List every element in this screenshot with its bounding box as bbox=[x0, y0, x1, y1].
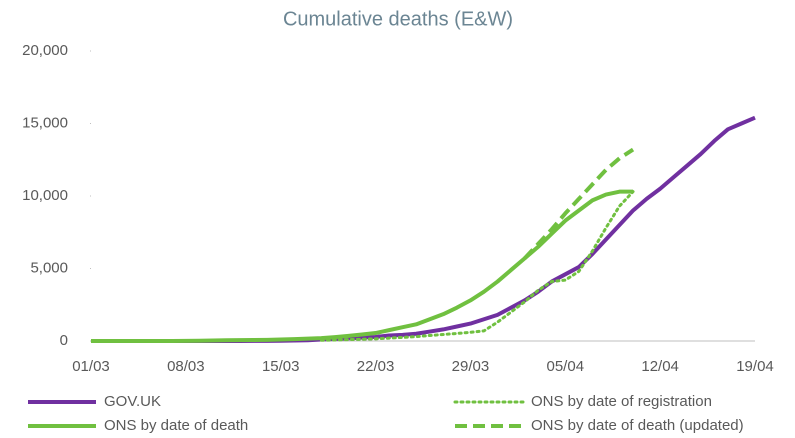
y-tick-label: 0 bbox=[60, 332, 68, 349]
x-tick-label: 12/04 bbox=[641, 358, 679, 375]
y-tick-label: 20,000 bbox=[22, 42, 68, 59]
x-tick-label: 08/03 bbox=[167, 358, 205, 375]
legend-label: ONS by date of death bbox=[104, 417, 248, 434]
series-line bbox=[523, 147, 635, 260]
x-tick-label: 19/04 bbox=[736, 358, 774, 375]
legend-label: GOV.UK bbox=[104, 393, 161, 410]
legend-label: ONS by date of registration bbox=[531, 393, 712, 410]
y-tick-label: 15,000 bbox=[22, 114, 68, 131]
x-tick-label: 29/03 bbox=[452, 358, 490, 375]
x-tick-label: 15/03 bbox=[262, 358, 300, 375]
series-line bbox=[91, 115, 756, 343]
series-line bbox=[91, 189, 634, 343]
legend-label: ONS by date of death (updated) bbox=[531, 417, 744, 434]
y-tick-label: 5,000 bbox=[30, 259, 68, 276]
y-tick-label: 10,000 bbox=[22, 187, 68, 204]
x-tick-label: 05/04 bbox=[547, 358, 585, 375]
series-line bbox=[319, 190, 635, 342]
x-tick-label: 01/03 bbox=[72, 358, 110, 375]
chart-title: Cumulative deaths (E&W) bbox=[283, 8, 513, 30]
x-tick-label: 22/03 bbox=[357, 358, 395, 375]
